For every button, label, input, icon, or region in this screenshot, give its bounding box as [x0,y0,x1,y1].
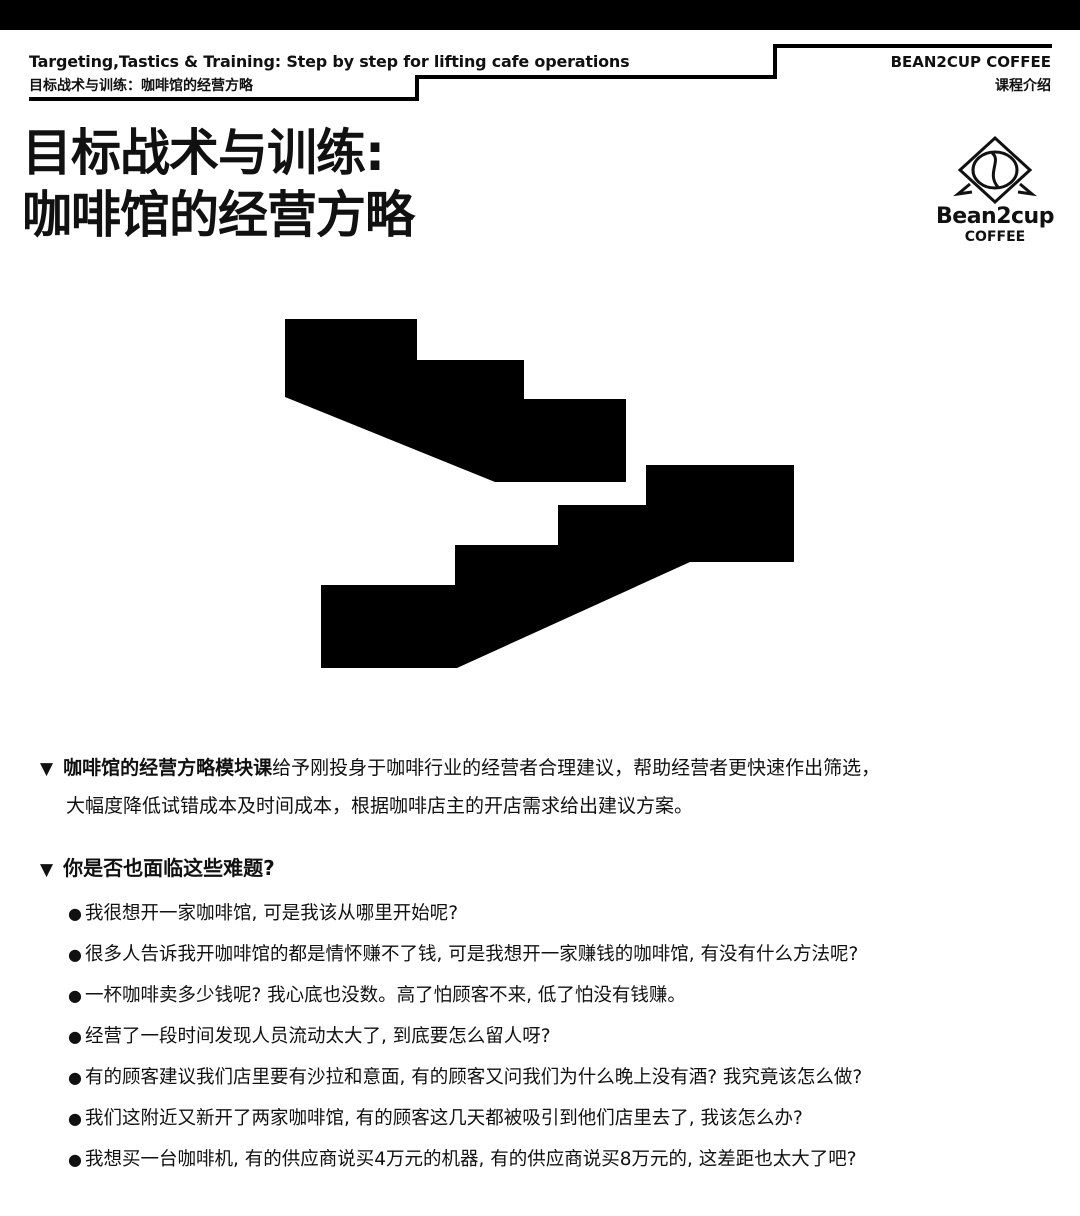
logo-name: Bean2cup [936,204,1054,229]
bullet-icon: ● [68,986,82,1005]
bullet-icon: ● [68,1068,82,1087]
header-rule-right [773,44,1052,48]
intro-paragraph: ▼ 咖啡馆的经营方略模块课给予刚投身于咖啡行业的经营者合理建议，帮助经营者更快速作… [40,750,1050,825]
list-item-text: 一杯咖啡卖多少钱呢? 我心底也没数。高了怕顾客不来, 低了怕没有钱赚。 [84,985,686,1006]
list-item-text: 我想买一台咖啡机, 有的供应商说买4万元的机器, 有的供应商说买8万元的, 这差… [84,1149,857,1170]
list-item: ● 我想买一台咖啡机, 有的供应商说买4万元的机器, 有的供应商说买8万元的, 这… [68,1139,862,1180]
bullet-icon: ● [68,904,82,923]
list-item-text: 我们这附近又新开了两家咖啡馆, 有的顾客这几天都被吸引到他们店里去了, 我该怎么… [84,1108,803,1129]
bullet-icon: ● [68,1109,82,1128]
header-rule-riser-1 [415,75,419,101]
header-subtitle-en: Targeting,Tastics & Training: Step by st… [29,52,630,71]
intro-text-1: 给予刚投身于咖啡行业的经营者合理建议，帮助经营者更快速作出筛选， [272,757,881,779]
logo: Bean2cup COFFEE [930,132,1060,252]
list-item: ● 一杯咖啡卖多少钱呢? 我心底也没数。高了怕顾客不来, 低了怕没有钱赚。 [68,975,862,1016]
list-item: ● 很多人告诉我开咖啡馆的都是情怀赚不了钱, 可是我想开一家赚钱的咖啡馆, 有没有… [68,934,862,975]
header-rule-mid [415,75,777,79]
page-title-line-1: 目标战术与训练: [22,124,385,182]
logo-subtitle: COFFEE [964,229,1026,245]
brand-section-label: 课程介绍 [995,78,1051,94]
top-bar [0,0,1080,30]
intro-bold-lead: 咖啡馆的经营方略模块课 [63,757,273,779]
stairs-upper-flight [285,319,626,482]
page-title-line-2: 咖啡馆的经营方略 [22,186,415,244]
bullet-icon: ● [68,1027,82,1046]
stairs-lower-flight [321,465,794,668]
questions-heading: ▼ 你是否也面临这些难题? [40,852,275,881]
stairs-illustration [285,319,794,668]
questions-heading-text: 你是否也面临这些难题? [63,856,275,880]
bullet-icon: ● [68,945,82,964]
header-rule-left [29,97,419,101]
intro-text-2: 大幅度降低试错成本及时间成本，根据咖啡店主的开店需求给出建议方案。 [66,795,694,817]
list-item: ● 我们这附近又新开了两家咖啡馆, 有的顾客这几天都被吸引到他们店里去了, 我该怎… [68,1098,862,1139]
coffee-bean-icon [952,135,1038,204]
bullet-icon: ● [68,1150,82,1169]
list-item: ● 经营了一段时间发现人员流动太大了, 到底要怎么留人呀? [68,1016,862,1057]
header-subtitle-cn: 目标战术与训练：咖啡馆的经营方略 [29,78,253,94]
page-title: 目标战术与训练: 咖啡馆的经营方略 [22,122,415,246]
header-rule-riser-2 [773,44,777,79]
question-list: ● 我很想开一家咖啡馆, 可是我该从哪里开始呢? ● 很多人告诉我开咖啡馆的都是情怀… [68,893,862,1180]
list-item: ● 我很想开一家咖啡馆, 可是我该从哪里开始呢? [68,893,862,934]
triangle-down-icon: ▼ [40,759,54,779]
triangle-down-icon: ▼ [40,860,54,880]
brand-name: BEAN2CUP COFFEE [890,53,1051,71]
list-item-text: 经营了一段时间发现人员流动太大了, 到底要怎么留人呀? [84,1026,551,1047]
list-item: ● 有的顾客建议我们店里要有沙拉和意面, 有的顾客又问我们为什么晚上没有酒? 我究… [68,1057,862,1098]
list-item-text: 我很想开一家咖啡馆, 可是我该从哪里开始呢? [84,903,459,924]
list-item-text: 有的顾客建议我们店里要有沙拉和意面, 有的顾客又问我们为什么晚上没有酒? 我究竟… [84,1067,863,1088]
list-item-text: 很多人告诉我开咖啡馆的都是情怀赚不了钱, 可是我想开一家赚钱的咖啡馆, 有没有什… [84,944,859,965]
